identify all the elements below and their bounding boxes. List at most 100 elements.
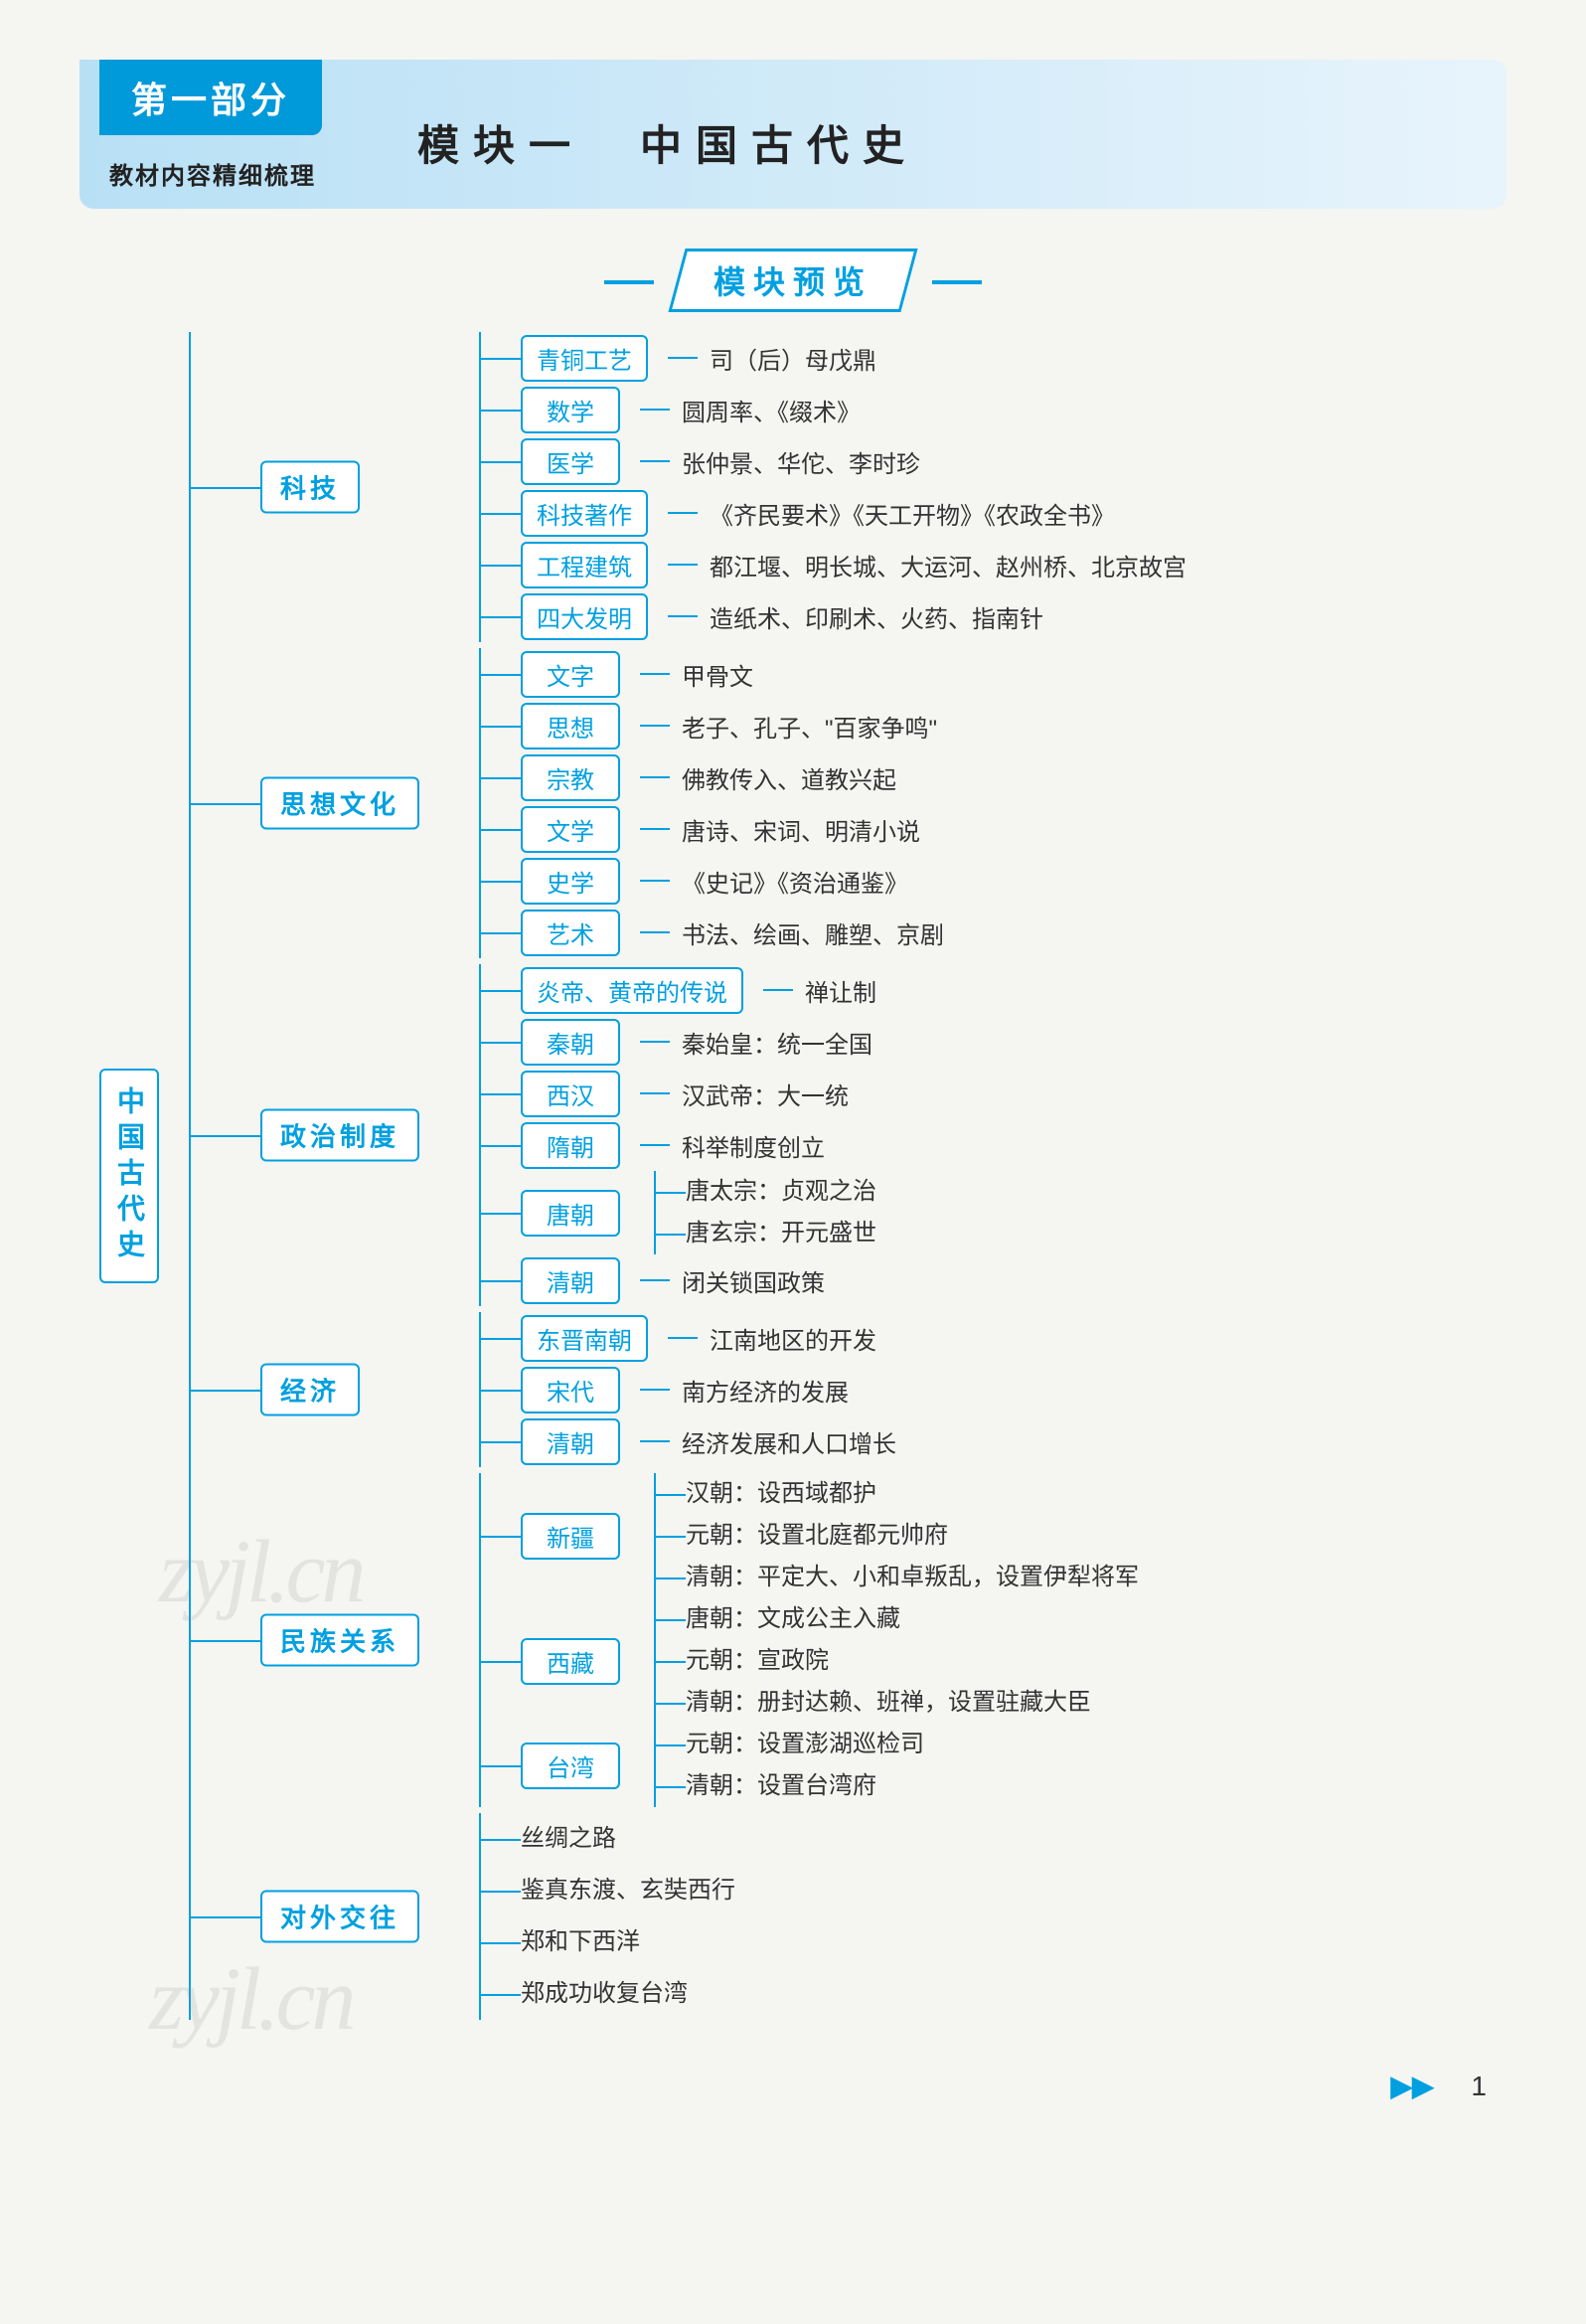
detail-text: 元朝：设置北庭都元帅府 — [656, 1515, 1139, 1557]
category-node: 思想文化 文字甲骨文思想 老子、孔子、"百家争鸣" 宗教 佛教传入、道教兴起文学 唐诗、宋… — [191, 648, 1507, 958]
sub-node: 工程建筑 都江堰、明长城、大运河、赵州桥、北京故宫 — [481, 539, 1507, 590]
sub-node: 炎帝、黄帝的传说 禅让制 — [481, 964, 1507, 1016]
detail-text: 《史记》《资治通鉴》 — [670, 864, 908, 899]
page-footer: ▶▶ 1 — [79, 2070, 1507, 2102]
detail-text: 秦始皇：统一全国 — [670, 1025, 872, 1060]
detail-text: 老子、孔子、"百家争鸣" — [670, 709, 937, 744]
category-node: 民族关系 新疆汉朝：设西域都护元朝：设置北庭都元帅府清朝：平定大、小和卓叛乱，设置… — [191, 1473, 1507, 1807]
sub-label: 清朝 — [521, 1418, 620, 1465]
sub-label: 思想 — [521, 703, 620, 749]
category-label: 经济 — [260, 1364, 360, 1416]
detail-text: 汉朝：设西域都护 — [656, 1473, 1139, 1515]
main-title: 模块一 中国古代史 — [417, 112, 918, 173]
sub-label: 文字 — [521, 651, 620, 698]
sub-node: 唐朝唐太宗：贞观之治唐玄宗：开元盛世 — [481, 1171, 1507, 1254]
sub-node: 艺术书法、绘画、雕塑、京剧 — [481, 907, 1507, 958]
sub-label: 唐朝 — [521, 1190, 620, 1237]
sub-label: 清朝 — [521, 1257, 620, 1304]
sub-label: 医学 — [521, 438, 620, 485]
detail-text: 书法、绘画、雕塑、京剧 — [670, 915, 944, 950]
category-label: 对外交往 — [260, 1891, 419, 1943]
detail-text: 丝绸之路 — [481, 1813, 1507, 1865]
sub-node: 清朝 闭关锁国政策 — [481, 1254, 1507, 1306]
sub-node: 宋代 南方经济的发展 — [481, 1364, 1507, 1415]
preview-label: 模块预览 — [714, 257, 872, 303]
detail-text: 南方经济的发展 — [670, 1373, 849, 1408]
detail-text: 江南地区的开发 — [698, 1321, 876, 1356]
detail-text: 郑成功收复台湾 — [481, 1968, 1507, 2020]
sub-label: 文学 — [521, 806, 620, 853]
detail-text: 郑和下西洋 — [481, 1916, 1507, 1968]
sub-node: 史学 《史记》《资治通鉴》 — [481, 855, 1507, 907]
sub-label: 青铜工艺 — [521, 335, 648, 382]
detail-text: 清朝：平定大、小和卓叛乱，设置伊犁将军 — [656, 1557, 1139, 1598]
sub-node: 台湾元朝：设置澎湖巡检司清朝：设置台湾府 — [481, 1724, 1507, 1807]
page-arrow-icon: ▶▶ — [1391, 2071, 1434, 2101]
sub-node: 清朝 经济发展和人口增长 — [481, 1415, 1507, 1467]
sub-label: 新疆 — [521, 1513, 620, 1560]
sub-label: 工程建筑 — [521, 542, 648, 588]
detail-text: 科举制度创立 — [670, 1128, 825, 1163]
category-node: 对外交往 丝绸之路鉴真东渡、玄奘西行郑和下西洋郑成功收复台湾 — [191, 1813, 1507, 2020]
detail-text: 经济发展和人口增长 — [670, 1424, 896, 1459]
sub-label: 西藏 — [521, 1638, 620, 1685]
page-number: 1 — [1471, 2071, 1487, 2101]
preview-badge: 模块预览 — [654, 249, 932, 312]
sub-node: 数学 圆周率、《缀术》 — [481, 384, 1507, 435]
part-tag: 第一部分 — [99, 60, 322, 135]
detail-text: 闭关锁国政策 — [670, 1263, 825, 1298]
mindmap-tree: 中国古代史 科技 青铜工艺 司（后）母戊鼎数学 圆周率、《缀术》医学 张仲景、华佗、李时… — [99, 332, 1507, 2020]
detail-text: 唐太宗：贞观之治 — [656, 1171, 876, 1213]
sub-node: 西汉汉武帝：大一统 — [481, 1068, 1507, 1119]
sub-label: 秦朝 — [521, 1019, 620, 1066]
detail-text: 元朝：宣政院 — [656, 1640, 1091, 1682]
detail-text: 清朝：册封达赖、班禅，设置驻藏大臣 — [656, 1682, 1091, 1724]
detail-text: 佛教传入、道教兴起 — [670, 760, 896, 795]
sub-label: 史学 — [521, 858, 620, 905]
detail-text: 都江堰、明长城、大运河、赵州桥、北京故宫 — [698, 548, 1187, 582]
detail-text: 鉴真东渡、玄奘西行 — [481, 1865, 1507, 1916]
header-subtitle: 教材内容精细梳理 — [109, 156, 316, 191]
category-node: 科技 青铜工艺 司（后）母戊鼎数学 圆周率、《缀术》医学 张仲景、华佗、李时珍科技著作 《… — [191, 332, 1507, 642]
sub-node: 西藏唐朝：文成公主入藏元朝：宣政院清朝：册封达赖、班禅，设置驻藏大臣 — [481, 1598, 1507, 1724]
sub-label: 宋代 — [521, 1367, 620, 1413]
sub-label: 炎帝、黄帝的传说 — [521, 967, 743, 1014]
sub-label: 四大发明 — [521, 593, 648, 640]
sub-node: 医学 张仲景、华佗、李时珍 — [481, 435, 1507, 487]
sub-node: 秦朝 秦始皇：统一全国 — [481, 1016, 1507, 1068]
sub-node: 东晋南朝 江南地区的开发 — [481, 1312, 1507, 1364]
sub-label: 台湾 — [521, 1743, 620, 1789]
sub-label: 东晋南朝 — [521, 1315, 648, 1362]
category-node: 经济 东晋南朝 江南地区的开发宋代 南方经济的发展清朝 经济发展和人口增长 — [191, 1312, 1507, 1467]
category-label: 政治制度 — [260, 1109, 419, 1162]
header-banner: 第一部分 教材内容精细梳理 模块一 中国古代史 — [79, 60, 1507, 209]
sub-label: 数学 — [521, 387, 620, 433]
detail-text: 唐诗、宋词、明清小说 — [670, 812, 920, 847]
category-node: 政治制度 炎帝、黄帝的传说 禅让制秦朝 秦始皇：统一全国西汉汉武帝：大一统隋朝科举制度… — [191, 964, 1507, 1306]
detail-text: 《齐民要术》《天工开物》《农政全书》 — [698, 496, 1115, 531]
detail-text: 造纸术、印刷术、火药、指南针 — [698, 599, 1043, 634]
detail-text: 唐朝：文成公主入藏 — [656, 1598, 1091, 1640]
detail-text: 唐玄宗：开元盛世 — [656, 1213, 876, 1254]
sub-label: 宗教 — [521, 754, 620, 801]
sub-node: 新疆汉朝：设西域都护元朝：设置北庭都元帅府清朝：平定大、小和卓叛乱，设置伊犁将军 — [481, 1473, 1507, 1598]
sub-node: 文字甲骨文 — [481, 648, 1507, 700]
detail-text: 张仲景、华佗、李时珍 — [670, 444, 920, 479]
sub-node: 文学 唐诗、宋词、明清小说 — [481, 803, 1507, 855]
root-node: 中国古代史 — [99, 1069, 159, 1283]
sub-node: 隋朝科举制度创立 — [481, 1119, 1507, 1171]
sub-node: 青铜工艺 司（后）母戊鼎 — [481, 332, 1507, 384]
category-label: 民族关系 — [260, 1614, 419, 1667]
detail-text: 清朝：设置台湾府 — [656, 1765, 924, 1807]
sub-node: 宗教 佛教传入、道教兴起 — [481, 751, 1507, 803]
sub-node: 四大发明 造纸术、印刷术、火药、指南针 — [481, 590, 1507, 642]
sub-node: 思想 老子、孔子、"百家争鸣" — [481, 700, 1507, 751]
detail-text: 禅让制 — [793, 973, 876, 1008]
sub-node: 科技著作 《齐民要术》《天工开物》《农政全书》 — [481, 487, 1507, 539]
category-label: 思想文化 — [260, 777, 419, 830]
category-label: 科技 — [260, 461, 360, 514]
detail-text: 元朝：设置澎湖巡检司 — [656, 1724, 924, 1765]
detail-text: 圆周率、《缀术》 — [670, 393, 861, 427]
detail-text: 司（后）母戊鼎 — [698, 341, 876, 376]
sub-label: 科技著作 — [521, 490, 648, 537]
